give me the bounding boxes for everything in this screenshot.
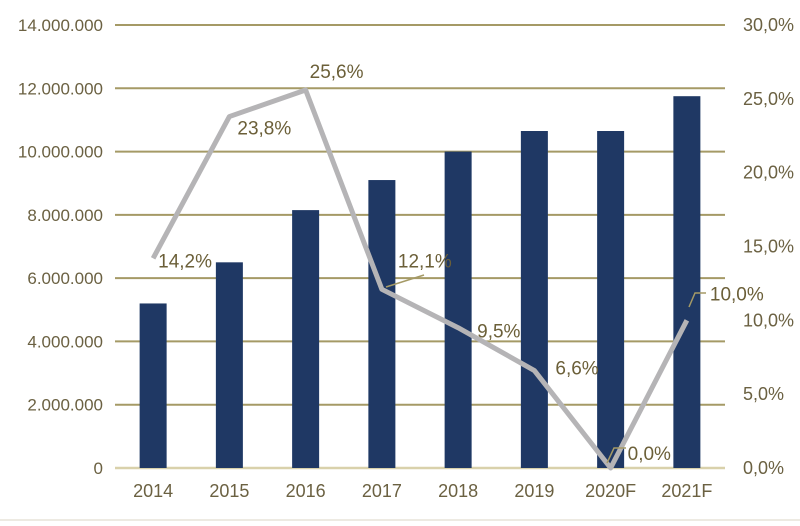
line-data-label-2018: 9,5% bbox=[477, 322, 520, 343]
bar-2019 bbox=[520, 131, 548, 468]
y-axis-label-right: 20,0% bbox=[743, 163, 794, 183]
leader-line-2020F bbox=[606, 447, 626, 464]
y-axis-label-left: 4.000.000 bbox=[27, 332, 103, 351]
y-axis-label-left: 8.000.000 bbox=[27, 206, 103, 225]
line-data-label-2020F: 0,0% bbox=[628, 444, 671, 465]
bar-2018 bbox=[444, 151, 472, 469]
line-data-label-2015: 23,8% bbox=[237, 119, 291, 140]
x-axis-label-2021F: 2021F bbox=[661, 481, 712, 501]
y-axis-label-left: 10.000.000 bbox=[18, 143, 103, 162]
y-axis-label-right: 30,0% bbox=[743, 15, 794, 35]
bar-2020F bbox=[597, 131, 625, 468]
y-axis-label-right: 10,0% bbox=[743, 310, 794, 330]
line-data-label-2017: 12,1% bbox=[398, 251, 452, 272]
y-axis-label-left: 0 bbox=[94, 459, 103, 478]
y-axis-label-right: 15,0% bbox=[743, 237, 794, 257]
x-axis-label-2016: 2016 bbox=[286, 481, 326, 501]
bar-2016 bbox=[292, 210, 320, 468]
y-axis-label-left: 14.000.000 bbox=[18, 16, 103, 35]
y-axis-label-left: 12.000.000 bbox=[18, 79, 103, 98]
x-axis-label-2020F: 2020F bbox=[585, 481, 636, 501]
bar-2015 bbox=[215, 262, 243, 468]
y-axis-label-left: 2.000.000 bbox=[27, 396, 103, 415]
line-data-label-2016: 25,6% bbox=[310, 62, 364, 83]
leader-line-2017 bbox=[385, 274, 425, 288]
y-axis-label-left: 6.000.000 bbox=[27, 269, 103, 288]
line-data-label-2014: 14,2% bbox=[158, 251, 212, 272]
line-data-label-2021F: 10,0% bbox=[710, 284, 764, 305]
y-axis-label-right: 25,0% bbox=[743, 89, 794, 109]
x-axis-label-2019: 2019 bbox=[514, 481, 554, 501]
y-axis-label-right: 0,0% bbox=[743, 458, 784, 478]
bar-2017 bbox=[368, 180, 396, 469]
x-axis-label-2018: 2018 bbox=[438, 481, 478, 501]
bar-2021F bbox=[673, 96, 701, 469]
x-axis-label-2017: 2017 bbox=[362, 481, 402, 501]
line-data-label-2019: 6,6% bbox=[555, 359, 598, 380]
x-axis-label-2014: 2014 bbox=[133, 481, 173, 501]
y-axis-label-right: 5,0% bbox=[743, 384, 784, 404]
leader-line-2021F bbox=[688, 292, 706, 308]
growth-line bbox=[150, 87, 690, 471]
bar-2014 bbox=[139, 303, 167, 468]
x-axis-label-2015: 2015 bbox=[209, 481, 249, 501]
